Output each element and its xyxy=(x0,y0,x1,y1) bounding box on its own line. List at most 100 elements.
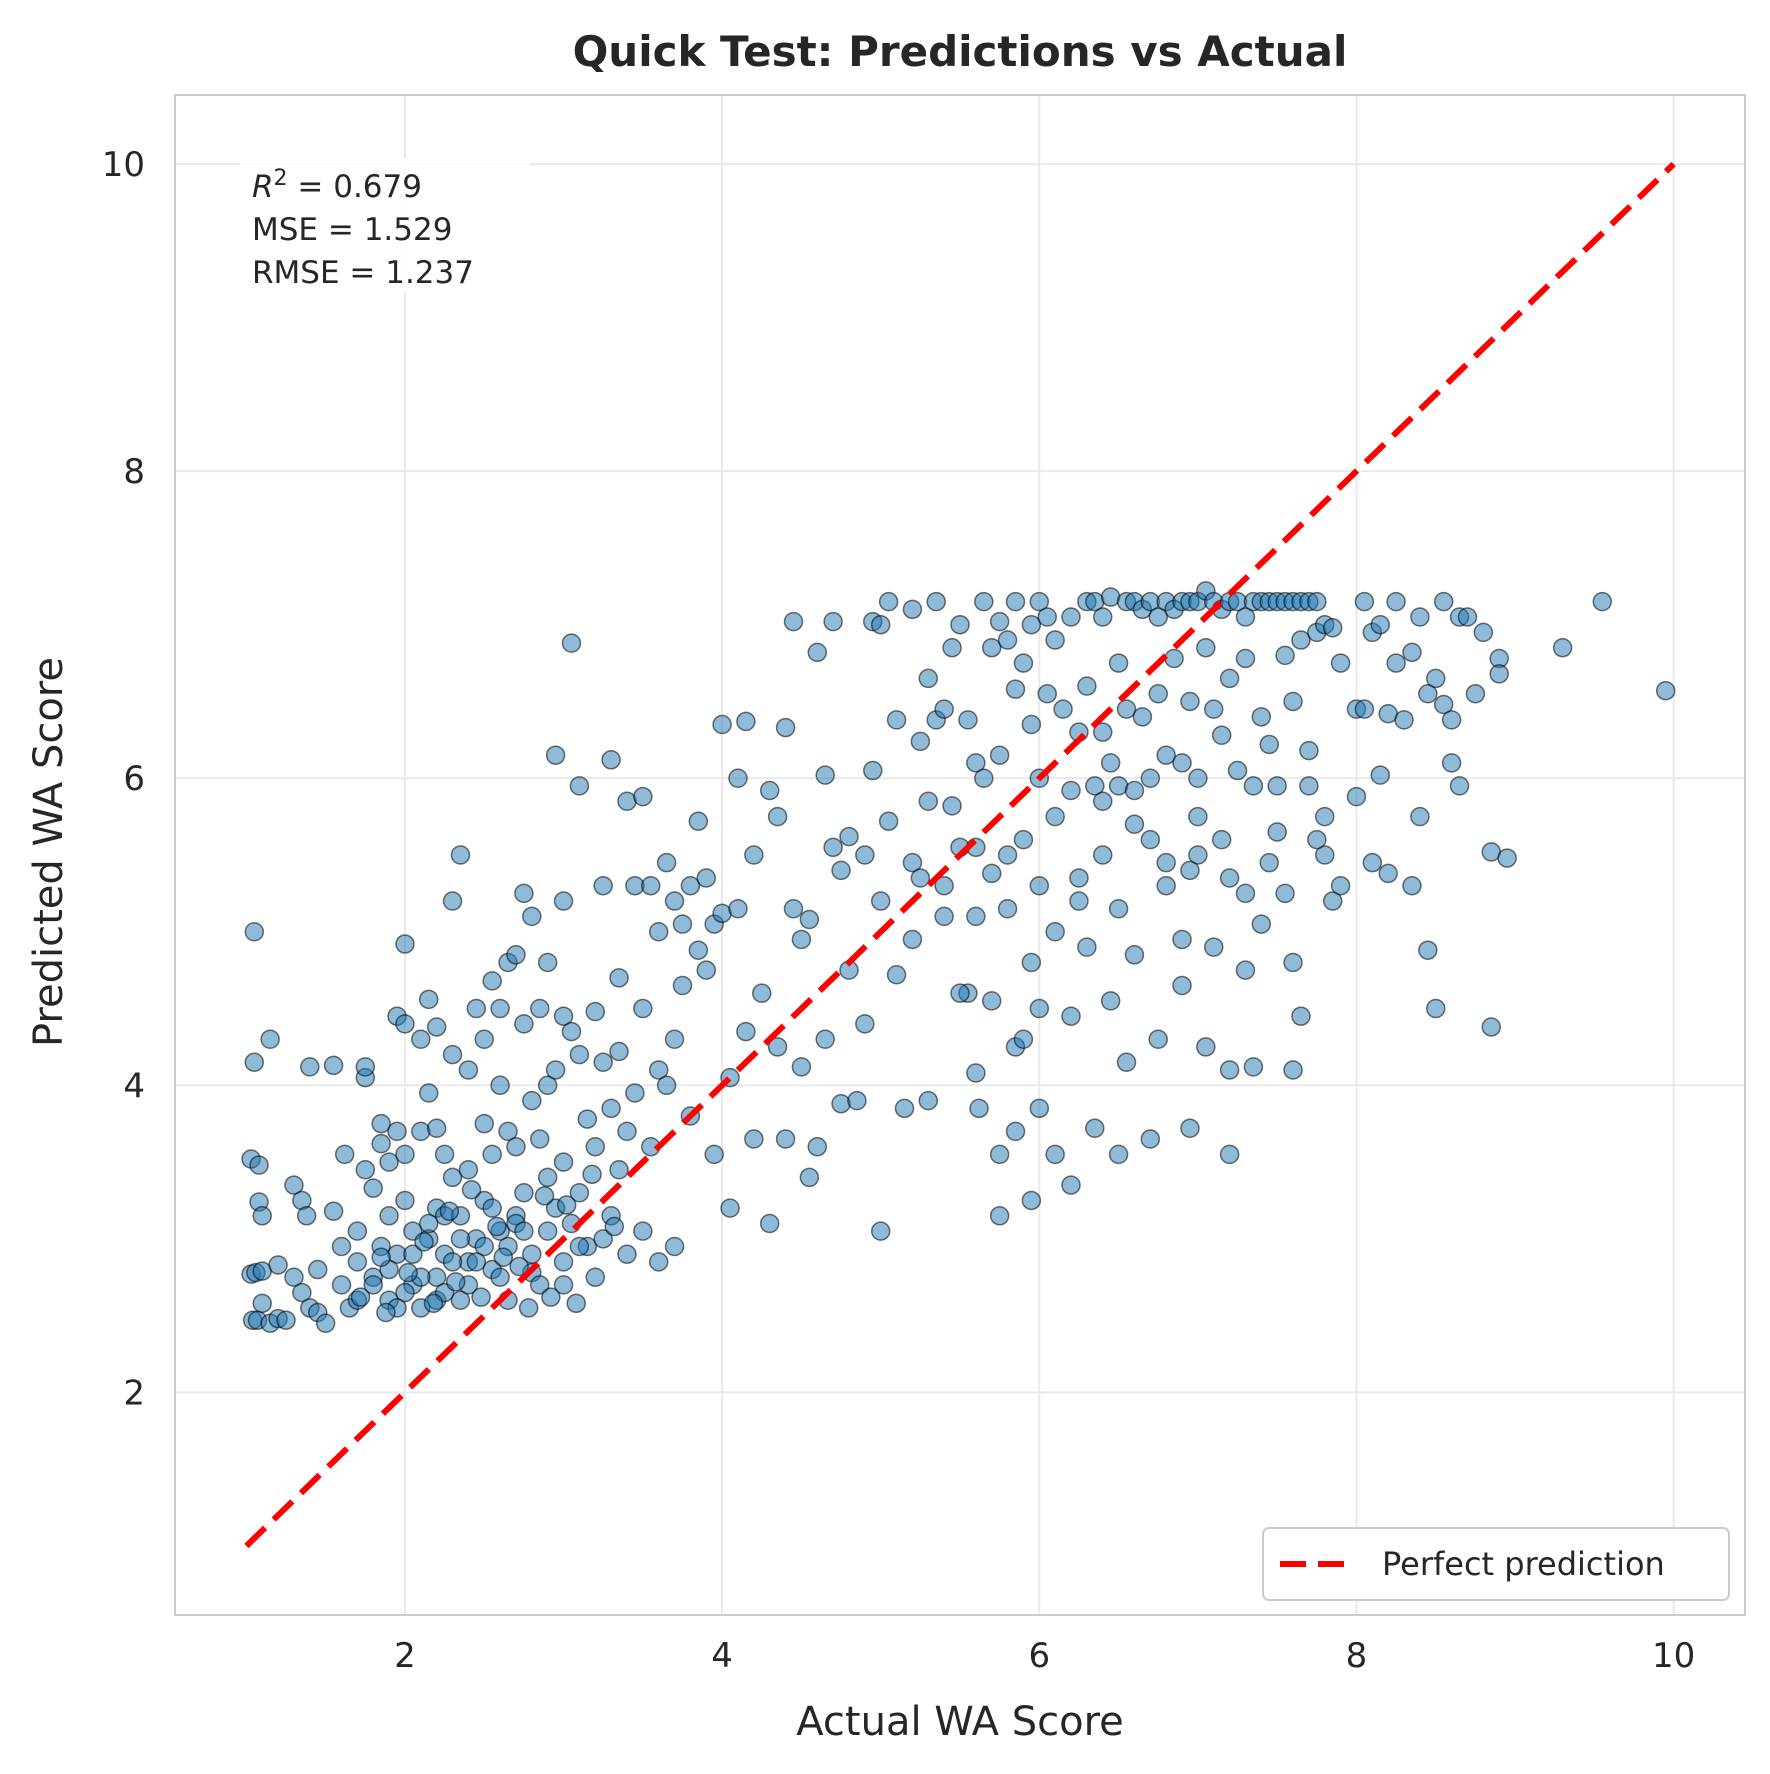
data-point xyxy=(767,1037,788,1057)
rmse-stat: RMSE = 1.237 xyxy=(252,255,474,291)
data-point xyxy=(1251,707,1272,727)
data-point xyxy=(474,1236,494,1257)
data-point xyxy=(1140,768,1161,788)
data-point xyxy=(1156,875,1176,896)
data-point xyxy=(664,1236,685,1257)
data-point xyxy=(759,1213,780,1234)
data-point xyxy=(878,811,899,831)
data-point xyxy=(704,1144,724,1165)
data-point xyxy=(664,891,685,911)
legend-label: Perfect prediction xyxy=(1382,1545,1665,1583)
data-point xyxy=(1418,684,1438,704)
data-point xyxy=(371,1113,391,1134)
data-point xyxy=(728,898,748,919)
data-point xyxy=(490,1075,510,1096)
data-point xyxy=(934,906,954,927)
data-point xyxy=(1267,822,1287,842)
data-point xyxy=(783,898,804,919)
data-point xyxy=(442,1252,463,1272)
data-point xyxy=(799,909,820,930)
data-point xyxy=(1402,875,1422,896)
data-point xyxy=(989,1144,1010,1165)
data-point xyxy=(1156,852,1176,873)
data-point xyxy=(1005,1121,1026,1142)
data-point xyxy=(569,776,590,796)
data-point xyxy=(1085,1118,1105,1139)
data-point xyxy=(1314,806,1335,827)
mse-stat: MSE = 1.529 xyxy=(252,212,452,248)
data-point xyxy=(831,1093,851,1114)
data-point xyxy=(1441,753,1462,773)
data-point xyxy=(1307,829,1327,850)
data-point xyxy=(522,1244,542,1264)
data-point xyxy=(918,668,939,689)
data-point xyxy=(688,811,709,831)
data-point xyxy=(553,891,574,911)
data-point xyxy=(423,1293,444,1314)
data-point xyxy=(569,1044,590,1065)
data-point xyxy=(1489,664,1509,684)
data-point xyxy=(1283,952,1303,973)
data-point xyxy=(950,614,970,635)
data-point xyxy=(966,1063,986,1083)
data-point xyxy=(1140,1129,1161,1149)
data-point xyxy=(1172,929,1192,950)
data-point xyxy=(601,750,621,770)
data-point xyxy=(529,1275,550,1295)
data-point xyxy=(648,1252,669,1272)
data-point xyxy=(609,968,629,988)
data-point xyxy=(942,637,962,658)
data-point xyxy=(355,1057,376,1077)
data-point xyxy=(736,711,756,732)
data-point xyxy=(350,1287,371,1307)
data-point xyxy=(537,952,558,973)
data-point xyxy=(534,1186,555,1206)
data-point xyxy=(1402,642,1422,663)
data-points xyxy=(241,581,1676,1334)
data-point xyxy=(585,1136,606,1157)
data-point xyxy=(442,1167,463,1188)
data-point xyxy=(1092,791,1113,812)
data-point xyxy=(1433,591,1454,612)
data-point xyxy=(490,998,510,1019)
data-point xyxy=(1465,684,1486,704)
data-point xyxy=(371,1133,391,1154)
data-point xyxy=(1188,845,1208,865)
data-point xyxy=(1069,891,1089,911)
data-point xyxy=(482,1198,502,1218)
data-point xyxy=(672,914,693,934)
data-point xyxy=(1132,707,1153,727)
data-point xyxy=(276,1310,296,1330)
data-point xyxy=(411,1029,431,1049)
data-point xyxy=(910,868,931,888)
data-point xyxy=(471,1287,491,1307)
data-point xyxy=(1188,806,1208,827)
data-point xyxy=(767,806,788,827)
data-point xyxy=(1196,637,1216,658)
tick-labels: 2 4 6 8 10 2 4 6 8 10 xyxy=(102,145,1696,1676)
data-point xyxy=(1370,614,1391,635)
data-point xyxy=(1235,883,1256,904)
data-point xyxy=(418,989,439,1010)
data-point xyxy=(1116,699,1137,719)
data-point xyxy=(1124,945,1145,965)
data-point xyxy=(783,611,804,632)
r2-value: = 0.679 xyxy=(288,169,422,205)
data-point xyxy=(379,1152,399,1172)
data-point xyxy=(529,998,550,1019)
x-tick-label: 8 xyxy=(1346,1636,1368,1676)
data-point xyxy=(1219,868,1240,888)
data-point xyxy=(1283,1060,1303,1080)
data-point xyxy=(1441,710,1462,730)
data-point xyxy=(466,1252,487,1272)
data-point xyxy=(260,1029,280,1049)
data-point xyxy=(1267,776,1287,796)
data-point xyxy=(466,998,487,1019)
data-point xyxy=(958,710,978,730)
data-point xyxy=(347,1252,368,1272)
data-point xyxy=(1108,1144,1129,1165)
data-point xyxy=(1148,1029,1168,1049)
data-point xyxy=(252,1206,272,1226)
data-point xyxy=(1100,753,1121,773)
data-point xyxy=(395,1014,415,1034)
